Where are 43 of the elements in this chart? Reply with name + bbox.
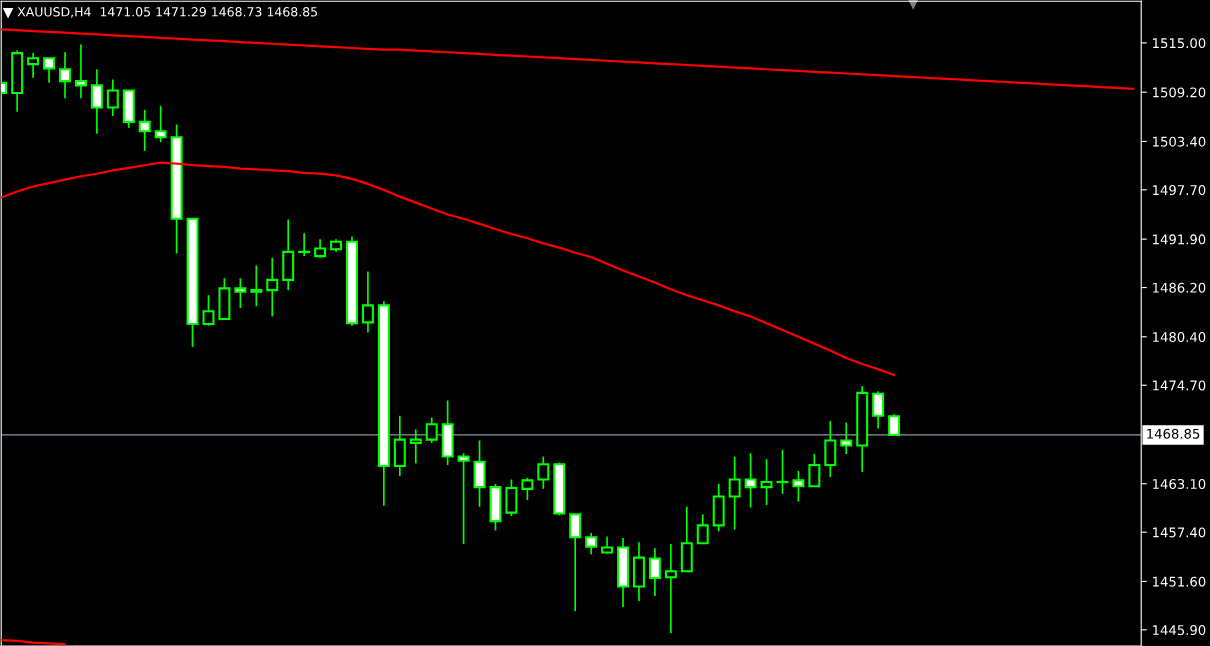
y-tick-label: 1491.90 (1153, 234, 1206, 245)
y-tick-label: 1457.40 (1153, 527, 1206, 538)
line-series (1, 161, 896, 377)
candlestick (840, 421, 853, 455)
candlestick (632, 541, 645, 602)
y-tick-label: 1445.90 (1153, 625, 1206, 636)
candlestick (537, 455, 550, 490)
candlestick (617, 537, 630, 608)
ref-line-label: 1468.85 (1147, 428, 1200, 439)
y-tick-label: 1451.60 (1153, 576, 1206, 587)
candlestick (346, 235, 358, 327)
y-tick-label: 1486.20 (1153, 282, 1206, 293)
candlestick (409, 428, 422, 465)
candlestick (664, 543, 677, 635)
candlestick (282, 218, 295, 291)
candlestick (712, 482, 725, 533)
y-tick-label: 1497.70 (1153, 185, 1206, 196)
candlestick (872, 390, 885, 430)
candlestick (250, 264, 263, 308)
candlestick (473, 439, 486, 508)
candlestick (27, 52, 40, 79)
candlestick (74, 43, 87, 99)
candlestick (728, 455, 741, 531)
candlestick (59, 51, 71, 99)
candlestick (106, 78, 119, 117)
candlestick (393, 414, 406, 477)
candlestick (361, 270, 374, 334)
chart-title: XAUUSD,H4 1471.05 1471.29 1468.73 1468.85 (17, 7, 318, 18)
candlestick (744, 452, 757, 509)
y-tick-label: 1509.20 (1153, 87, 1206, 98)
candlestick (266, 256, 279, 318)
candlestick (330, 238, 343, 253)
y-tick-label: 1474.70 (1153, 380, 1206, 391)
y-tick-label: 1463.10 (1153, 478, 1206, 489)
candlestick (138, 109, 151, 152)
candlestick (824, 420, 837, 478)
y-tick-label: 1503.40 (1153, 136, 1206, 147)
candlestick (648, 547, 661, 597)
candlestick (90, 68, 103, 135)
line-series (1, 28, 1135, 90)
candlestick (856, 385, 869, 473)
y-tick-label: 1480.40 (1153, 332, 1206, 343)
y-tick-label: 1515.00 (1153, 38, 1206, 49)
